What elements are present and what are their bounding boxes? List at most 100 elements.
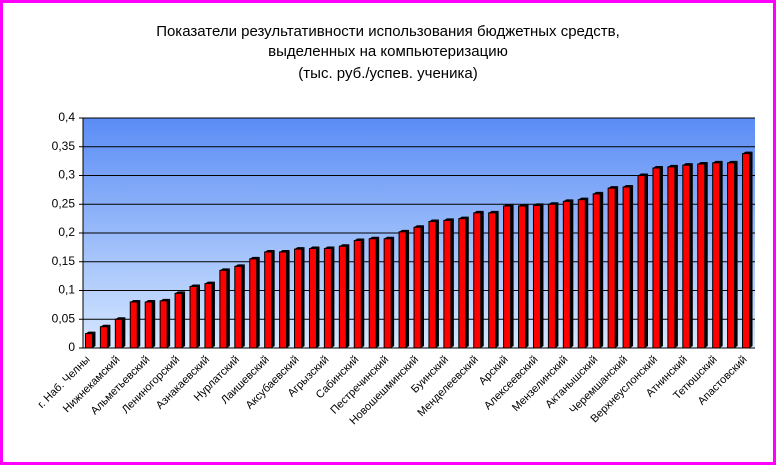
bar (562, 200, 571, 349)
bar-side (510, 203, 514, 348)
bar (682, 164, 691, 349)
y-tick-label: 0,1 (58, 283, 75, 297)
bar (189, 285, 198, 349)
bar (204, 283, 213, 349)
bar-side (331, 246, 335, 348)
bar-top (533, 203, 544, 206)
chart-title: (тыс. руб./успев. ученика) (298, 65, 477, 82)
bar-side (480, 210, 484, 348)
bar-top (354, 238, 365, 241)
bar-side (406, 229, 410, 348)
bar (219, 269, 228, 349)
bar-side (659, 166, 663, 348)
y-tick-label: 0,25 (52, 196, 76, 210)
bar (473, 212, 482, 349)
bar (99, 326, 108, 349)
bar-top (443, 218, 454, 221)
bar (592, 193, 601, 349)
bar (114, 318, 123, 349)
bar (637, 175, 646, 349)
y-tick-label: 0,35 (52, 139, 76, 153)
bar-side (241, 264, 245, 348)
bar-side (615, 186, 619, 348)
bar-top (652, 166, 663, 169)
bar-side (226, 268, 230, 348)
bar-side (435, 219, 439, 348)
bar-side (495, 210, 499, 348)
bar (503, 205, 512, 349)
bar-side (211, 281, 215, 348)
bar (428, 221, 437, 349)
y-tick-label: 0,2 (58, 225, 75, 239)
bar (383, 238, 392, 349)
bar-side (704, 162, 708, 348)
bar-side (719, 160, 723, 348)
bar (607, 187, 616, 349)
bar-top (294, 247, 305, 250)
bar-side (600, 191, 604, 348)
bar-side (122, 317, 126, 348)
bar (667, 166, 676, 349)
bar-top (234, 264, 245, 267)
bar (577, 199, 586, 349)
bar-top (608, 186, 619, 189)
bar (532, 204, 541, 349)
bar-side (107, 324, 111, 348)
bar-top (593, 191, 604, 194)
y-tick-label: 0,4 (58, 110, 75, 124)
bar-side (749, 151, 753, 348)
bar (308, 248, 317, 349)
bar (84, 333, 93, 349)
bar (368, 238, 377, 349)
bar-side (167, 298, 171, 348)
bar-side (645, 173, 648, 348)
bar-top (578, 197, 589, 200)
bar (174, 292, 183, 349)
bar-top (682, 163, 693, 166)
bar-side (674, 164, 678, 348)
bar-side (197, 284, 200, 348)
bar-side (182, 291, 186, 348)
bar (443, 219, 452, 349)
bar-top (190, 284, 200, 287)
bar-side (346, 244, 350, 348)
bar (144, 301, 153, 349)
bar-top (399, 229, 410, 232)
y-tick-label: 0,05 (52, 311, 76, 325)
bar-side (570, 199, 574, 348)
bar (129, 301, 138, 349)
bar-side (689, 163, 693, 348)
bar-side (421, 225, 424, 348)
bar (547, 203, 556, 349)
bar-side (525, 203, 529, 348)
bar (338, 245, 347, 349)
chart-title: выделенных на компьютеризацию (268, 43, 508, 60)
bar (488, 212, 497, 349)
bar (413, 226, 422, 349)
bar (249, 258, 258, 349)
bar (712, 162, 721, 349)
bar-top (160, 298, 171, 301)
bar (652, 167, 661, 349)
bar-side (376, 236, 380, 348)
bar-side (301, 247, 305, 348)
bar-side (585, 197, 589, 348)
bar-side (271, 249, 275, 348)
bar (727, 162, 736, 349)
bar-side (391, 236, 395, 348)
y-tick-label: 0,3 (58, 168, 75, 182)
bar (518, 205, 527, 349)
bar (159, 300, 168, 349)
bar (323, 248, 332, 349)
bar (697, 163, 706, 349)
bar-side (734, 160, 738, 348)
bar-side (286, 249, 290, 348)
bar-side (137, 300, 141, 348)
bar-side (465, 216, 469, 348)
bar (353, 239, 362, 349)
bar-side (316, 246, 320, 348)
bar (622, 186, 631, 349)
bar-side (555, 202, 559, 348)
bar-side (361, 238, 365, 348)
